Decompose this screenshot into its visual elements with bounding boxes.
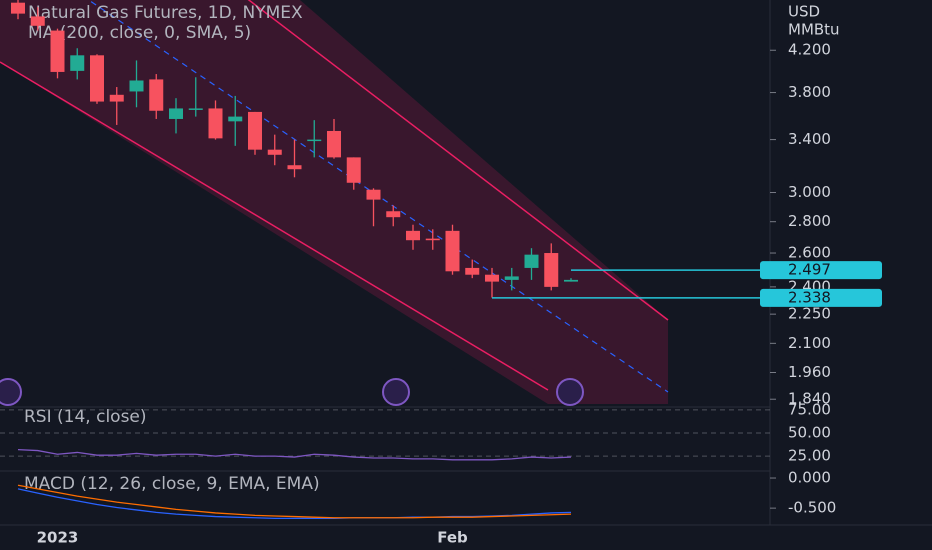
candle-body	[544, 253, 559, 287]
y-tick-label: 3.000	[788, 183, 831, 201]
candle-body	[425, 238, 440, 241]
candle-body	[307, 139, 322, 142]
y-tick-label: 50.00	[788, 423, 831, 441]
macd-title: MACD (12, 26, close, 9, EMA, EMA)	[24, 474, 320, 494]
y-tick-label: 4.200	[788, 41, 831, 59]
candle-body	[30, 16, 45, 26]
candle-body	[228, 116, 243, 122]
candle-body	[564, 279, 578, 282]
replay-icon[interactable]	[382, 378, 410, 406]
y-tick-label: 2.250	[788, 305, 831, 323]
price-tag	[760, 261, 882, 280]
candle-body	[524, 254, 539, 268]
candle-body	[188, 108, 203, 110]
candle-body	[287, 165, 302, 170]
y-unit: MMBtu	[788, 21, 840, 39]
channel-lower	[0, 61, 549, 391]
candle-body	[11, 2, 25, 14]
candle-body	[248, 111, 262, 150]
candle-body	[465, 267, 480, 275]
candle-body	[504, 276, 519, 280]
x-tick-label: 2023	[37, 529, 79, 547]
candle-body	[169, 108, 183, 119]
candle-body	[129, 80, 144, 92]
y-tick-label: 2.600	[788, 244, 831, 262]
channel-upper	[247, 0, 669, 321]
chart-subtitle: MA (200, close, 0, SMA, 5)	[28, 23, 251, 43]
candle-body	[406, 230, 420, 241]
y-tick-label: 3.400	[788, 130, 831, 148]
candle-body	[90, 55, 104, 102]
series-line	[17, 448, 572, 461]
candle-body	[386, 211, 401, 218]
rsi-title: RSI (14, close)	[24, 407, 147, 427]
candle-body	[50, 30, 65, 72]
flash-icon[interactable]	[556, 378, 584, 406]
y-unit: USD	[788, 3, 820, 21]
channel-fill	[0, 0, 668, 404]
replay-icon[interactable]	[0, 378, 22, 406]
y-tick-label: 25.00	[788, 447, 831, 465]
candle-body	[267, 149, 282, 155]
icons	[0, 378, 584, 406]
price-tag-label: 2.338	[788, 288, 831, 306]
price-tag	[760, 288, 882, 307]
candle-body	[366, 189, 381, 200]
y-tick-label: 3.800	[788, 83, 831, 101]
y-tick-label: 1.840	[788, 390, 831, 408]
y-tick-label: -0.500	[788, 499, 836, 517]
channel-mid	[87, 0, 669, 393]
chart-title: Natural Gas Futures, 1D, NYMEX	[28, 3, 303, 23]
candle-body	[346, 157, 361, 183]
x-tick-label: Feb	[437, 529, 468, 547]
candle-body	[70, 55, 85, 71]
y-tick-label: 75.00	[788, 400, 831, 418]
y-tick-label: 1.960	[788, 363, 831, 381]
candle-body	[485, 274, 499, 282]
candle-body	[149, 79, 164, 111]
y-tick-label: 2.800	[788, 212, 831, 230]
candle-body	[445, 230, 460, 272]
price-tag-label: 2.497	[788, 261, 831, 279]
candle-body	[109, 94, 124, 102]
candle-body	[208, 108, 223, 139]
candle-body	[327, 130, 341, 158]
y-tick-label: 2.100	[788, 334, 831, 352]
series-line	[17, 484, 572, 519]
y-tick-label: 0.000	[788, 469, 831, 487]
